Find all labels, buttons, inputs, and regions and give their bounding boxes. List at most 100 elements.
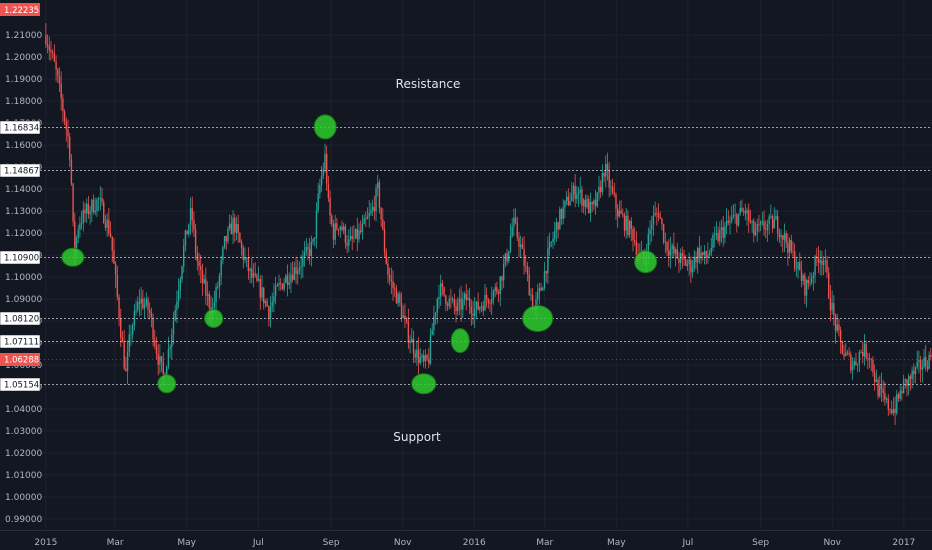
candle-body [720, 227, 723, 231]
candle-body [130, 334, 132, 336]
candle-body [899, 390, 901, 399]
candle-body [528, 274, 530, 296]
candle-body [862, 351, 864, 357]
highlight-marker[interactable] [204, 308, 224, 328]
candle-body [485, 294, 488, 300]
candle-body [514, 217, 517, 223]
candle-body [419, 357, 421, 363]
candle-body [479, 307, 481, 310]
candle-body [239, 233, 241, 243]
candle-body [368, 212, 370, 217]
candle-body [664, 241, 667, 243]
horizontal-levels [40, 127, 932, 385]
candle-body [402, 315, 404, 318]
candle-body [504, 253, 507, 265]
candle-body [491, 299, 493, 304]
top-price-badge [0, 3, 40, 16]
candle-body [921, 367, 924, 370]
candle-body [295, 267, 297, 274]
candle-body [550, 242, 553, 243]
candle-body [285, 275, 287, 283]
candle-body [724, 226, 726, 238]
highlight-marker[interactable] [313, 114, 337, 140]
candle-body [756, 223, 758, 232]
candle-body [814, 256, 816, 276]
candle-body [707, 255, 709, 258]
y-tick-label: 1.18000 [5, 97, 42, 107]
candle-body [894, 408, 896, 414]
candle-body [804, 275, 806, 296]
candle-body [508, 251, 510, 262]
candle-body [589, 202, 592, 214]
candle-body [392, 281, 394, 289]
candle-body [157, 354, 159, 365]
candle-body [729, 220, 731, 223]
highlight-marker[interactable] [522, 304, 554, 332]
highlight-marker[interactable] [157, 374, 177, 394]
highlight-marker[interactable] [450, 328, 470, 354]
candle-body [257, 279, 260, 281]
x-tick-label: Jul [252, 538, 264, 548]
candle-body [424, 355, 427, 362]
candle-body [135, 309, 137, 312]
x-axis-panel[interactable] [0, 530, 932, 550]
candle-body [116, 275, 119, 297]
candle-body [666, 241, 668, 252]
candle-body [87, 203, 90, 215]
candle-body [531, 294, 534, 310]
candle-body [46, 43, 49, 47]
level-price-label: 1.10900 [4, 254, 39, 264]
candle-body [286, 275, 289, 285]
candle-body [741, 207, 743, 212]
candle-body [591, 202, 593, 205]
candle-body [719, 230, 721, 241]
candle-body [322, 169, 324, 176]
candle-body [395, 288, 398, 304]
candle-body [417, 349, 420, 363]
candle-body [855, 361, 857, 365]
x-tick-label: Jul [681, 538, 693, 548]
candle-body [763, 221, 765, 230]
candle-body [494, 286, 496, 292]
candle-body [223, 236, 226, 248]
highlight-marker[interactable] [61, 247, 85, 267]
candle-body [181, 266, 183, 280]
highlight-marker[interactable] [634, 250, 658, 274]
candle-body [468, 297, 471, 307]
candle-body [450, 298, 452, 300]
candle-body [627, 215, 629, 235]
candle-body [761, 221, 764, 223]
candle-body [133, 311, 136, 326]
candle-body [754, 231, 757, 235]
candle-body [89, 211, 91, 215]
candle-body [305, 247, 307, 252]
candle-body [902, 380, 905, 394]
candle-body [291, 274, 294, 280]
candle-body [106, 219, 108, 228]
candle-body [712, 234, 714, 248]
candle-body [263, 287, 265, 304]
candle-body [70, 159, 73, 184]
candle-body [713, 234, 716, 236]
candle-body [822, 260, 825, 265]
candle-body [616, 208, 619, 217]
candle-body [890, 410, 893, 414]
candle-body [114, 263, 117, 276]
candle-body [599, 186, 602, 193]
candle-body [51, 52, 54, 54]
candle-body [125, 368, 127, 372]
candle-body [336, 223, 338, 230]
candle-body [821, 260, 823, 265]
candle-body [795, 268, 798, 270]
highlight-marker[interactable] [411, 373, 437, 395]
candle-body [281, 284, 284, 290]
candle-body [174, 310, 176, 321]
candle-body [405, 317, 408, 322]
candle-body [882, 389, 884, 393]
candle-body [502, 264, 505, 281]
candle-body [148, 309, 151, 313]
candle-body [422, 355, 425, 362]
y-axis-panel[interactable] [0, 0, 40, 530]
